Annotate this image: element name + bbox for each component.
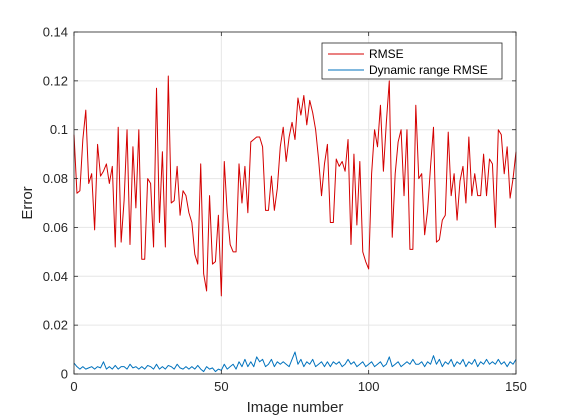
series-line-rmse bbox=[73, 75, 517, 297]
y-tick-label: 0.1 bbox=[50, 122, 68, 137]
y-tick-label: 0.02 bbox=[43, 318, 68, 333]
y-tick-label: 0.04 bbox=[43, 269, 68, 284]
legend-label-dynamic-range-rmse: Dynamic range RMSE bbox=[369, 63, 488, 77]
series-line-dynamic-range-rmse bbox=[73, 351, 517, 373]
y-tick-label: 0.08 bbox=[43, 171, 68, 186]
plot-area bbox=[74, 32, 516, 374]
legend: RMSE Dynamic range RMSE bbox=[321, 42, 503, 80]
x-axis-label: Image number bbox=[247, 399, 344, 416]
legend-label-rmse: RMSE bbox=[369, 47, 404, 61]
x-tick-label: 150 bbox=[505, 379, 527, 394]
x-tick-label: 50 bbox=[214, 379, 228, 394]
y-tick-label: 0.14 bbox=[43, 25, 68, 40]
series-layer bbox=[73, 75, 517, 373]
y-tick-label: 0.12 bbox=[43, 73, 68, 88]
y-axis-label: Error bbox=[19, 186, 36, 219]
legend-box bbox=[321, 42, 503, 80]
x-tick-label: 100 bbox=[358, 379, 380, 394]
y-tick-label: 0.06 bbox=[43, 220, 68, 235]
axis-ticks: 0 50 100 150 0 0.02 0.04 0.06 0.08 0.1 0.12 0.14 bbox=[43, 25, 527, 395]
y-tick-label: 0 bbox=[61, 367, 68, 382]
plot-frame bbox=[73, 31, 517, 375]
x-tick-label: 0 bbox=[70, 379, 77, 394]
